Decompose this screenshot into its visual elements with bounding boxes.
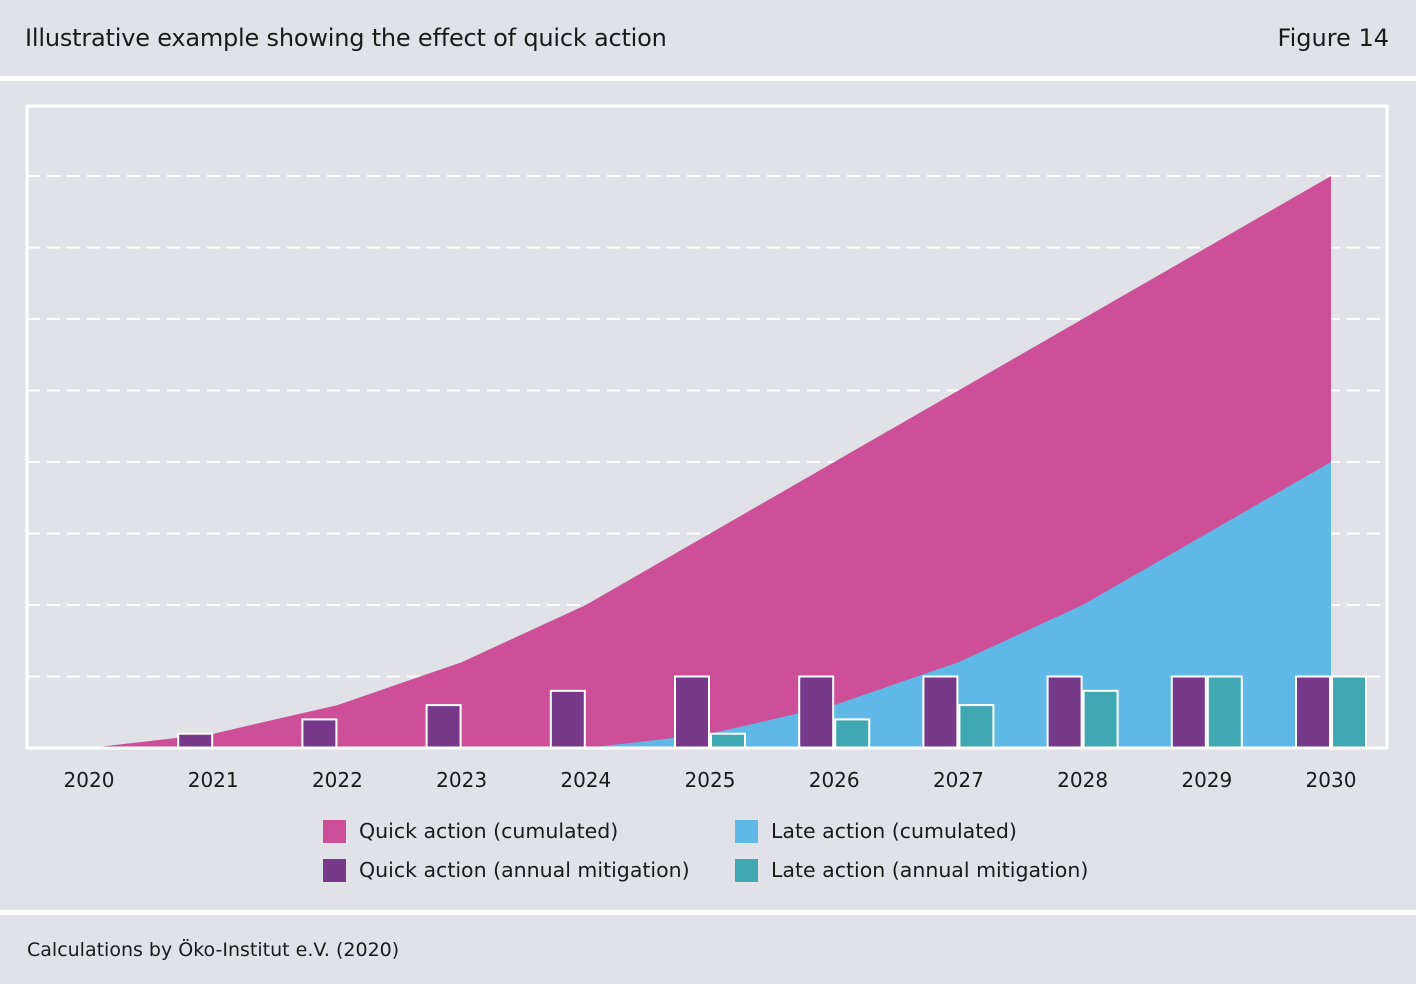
bar-quick-annual-2021	[177, 732, 214, 750]
header-panel: Illustrative example showing the effect …	[0, 0, 1416, 76]
legend-swatch-quick-annual	[323, 858, 346, 882]
legend-swatch-late-cumulated	[735, 819, 758, 843]
bar-late-annual-2025	[710, 732, 746, 750]
legend-label-late-cumulated: Late action (cumulated)	[771, 819, 1017, 843]
x-tick-label-2020: 2020	[64, 768, 115, 792]
x-tick-label-2029: 2029	[1181, 768, 1232, 792]
legend-label-late-annual: Late action (annual mitigation)	[771, 858, 1089, 882]
figure-label: Figure 14	[1277, 24, 1389, 52]
x-tick-label-2021: 2021	[188, 768, 239, 792]
bar-late-annual-2030	[1331, 675, 1367, 749]
legend-item-quick-annual: Quick action (annual mitigation)	[323, 858, 690, 882]
bar-quick-annual-2030	[1295, 675, 1331, 749]
bar-quick-annual-2022	[301, 718, 338, 750]
legend-item-late-cumulated: Late action (cumulated)	[735, 819, 1017, 843]
bar-quick-annual-2023	[425, 704, 462, 749]
source-note: Calculations by Öko-Institut e.V. (2020)	[27, 939, 400, 961]
area-quick-cumulated	[89, 176, 1331, 748]
x-tick-label-2023: 2023	[436, 768, 487, 792]
bar-late-annual-2028	[1082, 689, 1119, 749]
x-tick-label-2025: 2025	[685, 768, 736, 792]
chart-panel: 2020 2021 2022 2023 2024 2025 2026 2027 2028 2029…	[0, 81, 1416, 910]
bar-late-annual-2026	[834, 718, 871, 750]
chart-canvas: 2020 2021 2022 2023 2024 2025 2026 2027 2028 2029…	[25, 104, 1389, 792]
x-tick-label-2026: 2026	[809, 768, 860, 792]
x-tick-label-2024: 2024	[560, 768, 611, 792]
legend-swatch-late-annual	[735, 858, 758, 882]
bar-quick-annual-2026	[798, 675, 835, 749]
legend: Quick action (cumulated) Late action (cu…	[323, 816, 1123, 896]
legend-label-quick-annual: Quick action (annual mitigation)	[359, 858, 690, 882]
x-tick-label-2030: 2030	[1306, 768, 1357, 792]
bar-quick-annual-2027	[922, 675, 959, 749]
legend-item-quick-cumulated: Quick action (cumulated)	[323, 819, 618, 843]
bar-late-annual-2027	[958, 704, 995, 749]
bar-quick-annual-2029	[1170, 675, 1207, 749]
bar-quick-annual-2024	[549, 689, 586, 749]
chart-title: Illustrative example showing the effect …	[25, 24, 667, 52]
legend-swatch-quick-cumulated	[323, 819, 346, 843]
legend-label-quick-cumulated: Quick action (cumulated)	[359, 819, 619, 843]
area-late-cumulated	[89, 462, 1331, 748]
x-tick-label-2027: 2027	[933, 768, 984, 792]
footer-panel: Calculations by Öko-Institut e.V. (2020)	[0, 915, 1416, 984]
legend-item-late-annual: Late action (annual mitigation)	[735, 858, 1088, 882]
bar-quick-annual-2025	[674, 675, 710, 749]
bar-late-annual-2029	[1206, 675, 1243, 749]
x-tick-label-2028: 2028	[1057, 768, 1108, 792]
x-tick-label-2022: 2022	[312, 768, 363, 792]
bar-quick-annual-2028	[1046, 675, 1083, 749]
